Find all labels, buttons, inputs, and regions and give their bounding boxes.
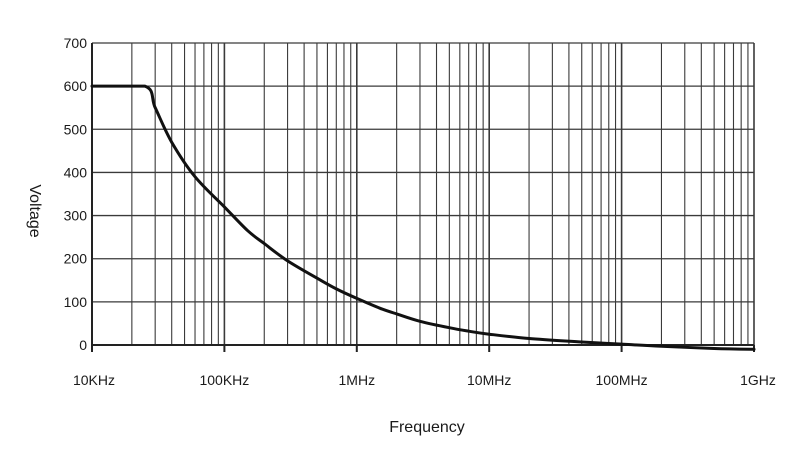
x-tick-label: 10MHz bbox=[467, 372, 511, 388]
y-axis-title: Voltage bbox=[26, 184, 43, 237]
x-tick-label: 10KHz bbox=[73, 372, 115, 388]
grid bbox=[91, 42, 755, 346]
y-tick-label: 300 bbox=[64, 208, 88, 224]
y-tick-label: 100 bbox=[64, 294, 88, 310]
series-line bbox=[90, 84, 756, 351]
x-tick-label: 1GHz bbox=[740, 372, 776, 388]
y-tick-label: 200 bbox=[64, 251, 88, 267]
y-tick-label: 700 bbox=[64, 35, 88, 51]
x-tick-label: 100KHz bbox=[199, 372, 249, 388]
y-tick-label: 500 bbox=[64, 121, 88, 137]
x-axis-title: Frequency bbox=[389, 419, 465, 436]
y-tick-label: 600 bbox=[64, 78, 88, 94]
y-tick-label: 0 bbox=[79, 337, 87, 353]
y-tick-label: 400 bbox=[64, 164, 88, 180]
tick-labels: 0 100 200 300 400 500 600 700 10KHz 100KHz 1MHz 10M… bbox=[64, 35, 776, 388]
series-layer bbox=[90, 84, 756, 351]
axes bbox=[91, 43, 755, 352]
x-tick-label: 1MHz bbox=[339, 372, 376, 388]
x-tick-label: 100MHz bbox=[596, 372, 648, 388]
